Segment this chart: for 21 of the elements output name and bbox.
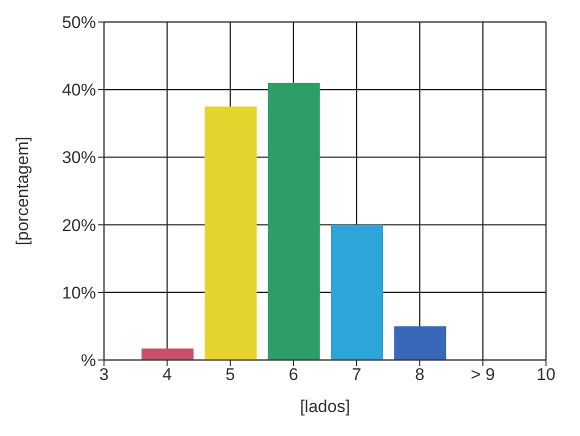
x-tick-label: 6 bbox=[288, 365, 298, 384]
x-tick-label: 4 bbox=[162, 365, 172, 384]
y-axis-title: [porcentagem] bbox=[13, 136, 32, 246]
x-tick-label: 3 bbox=[99, 365, 109, 384]
y-tick-label: 20% bbox=[62, 216, 96, 235]
y-tick-label: % bbox=[80, 351, 96, 370]
bar bbox=[394, 326, 446, 360]
y-tick-label: 30% bbox=[62, 148, 96, 168]
bar bbox=[268, 82, 320, 360]
x-tick-label: > 9 bbox=[470, 365, 495, 384]
x-tick-label: 8 bbox=[414, 365, 424, 384]
y-tick-label: 40% bbox=[62, 80, 96, 100]
x-tick-label: 7 bbox=[352, 365, 362, 384]
x-axis-title: [lados] bbox=[300, 397, 350, 416]
x-tick-label: 10 bbox=[536, 365, 556, 384]
bar bbox=[142, 348, 194, 360]
y-tick-label: 10% bbox=[62, 283, 96, 302]
y-tick-label: 50% bbox=[62, 13, 96, 32]
bar bbox=[331, 224, 383, 360]
bar bbox=[204, 106, 257, 360]
x-tick-label: 5 bbox=[226, 365, 236, 384]
